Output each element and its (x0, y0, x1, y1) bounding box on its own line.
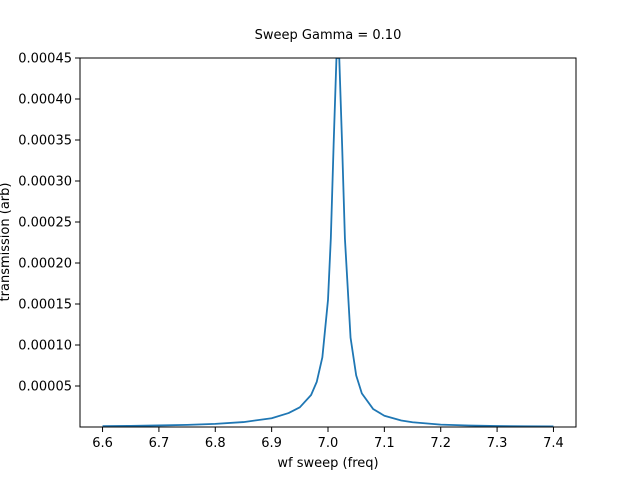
y-axis-label: transmission (arb) (0, 183, 13, 302)
x-axis-label: wf sweep (freq) (277, 456, 378, 471)
y-tick-label: 0.00005 (18, 380, 72, 395)
x-tick-label: 6.8 (205, 436, 226, 451)
y-tick-label: 0.00025 (18, 216, 72, 231)
series-layer (102, 58, 554, 427)
plot-area: 6.6 6.7 6.8 6.9 7.0 7.1 7.2 7.3 7.4 0.000050.000… (18, 52, 577, 451)
x-tick-label: 7.3 (487, 436, 508, 451)
y-tick-label: 0.00045 (18, 52, 72, 67)
x-tick-label: 7.1 (374, 436, 395, 451)
x-tick-label: 7.4 (543, 436, 564, 451)
x-tick-label: 6.7 (149, 436, 170, 451)
y-tick-label: 0.00035 (18, 134, 72, 149)
y-tick-label: 0.00030 (18, 175, 72, 190)
y-tick-label: 0.00015 (18, 298, 72, 313)
y-axis-ticks: 0.00005 0.00010 0.00015 0.00020 0.00025 0.000… (18, 52, 80, 395)
chart-title: Sweep Gamma = 0.10 (255, 28, 402, 43)
y-tick-label: 0.00020 (18, 257, 72, 272)
y-tick-label: 0.00040 (18, 93, 72, 108)
x-tick-label: 6.9 (261, 436, 282, 451)
x-tick-label: 7.0 (318, 436, 339, 451)
x-tick-label: 6.6 (92, 436, 113, 451)
series-line (102, 58, 554, 427)
x-axis-ticks: 6.6 6.7 6.8 6.9 7.0 7.1 7.2 7.3 7.4 (92, 427, 564, 451)
x-tick-label: 7.2 (430, 436, 451, 451)
y-tick-label: 0.00010 (18, 339, 72, 354)
